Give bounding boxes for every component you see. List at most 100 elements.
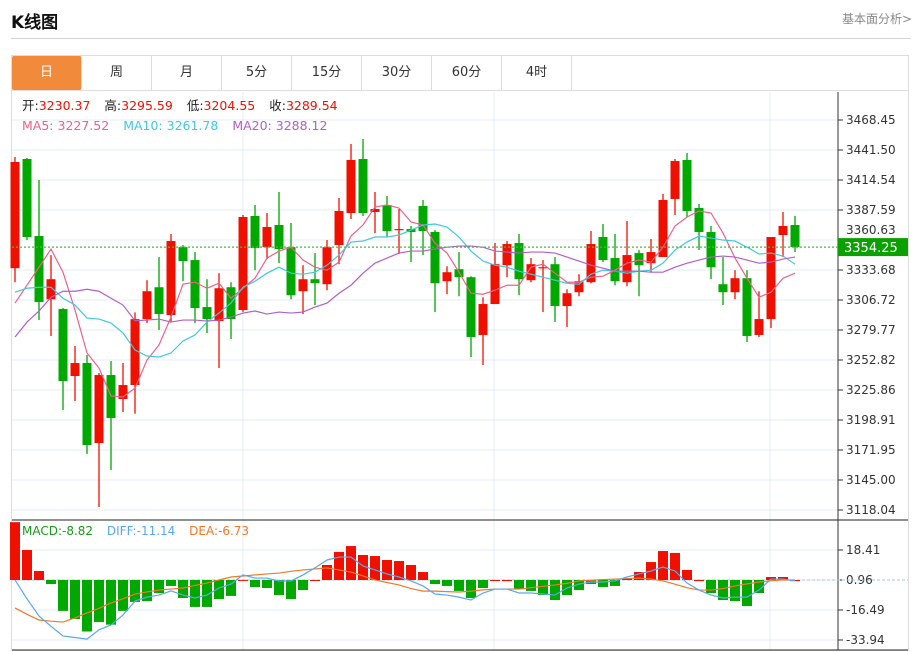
candle	[466, 276, 476, 358]
macd-bar	[526, 580, 536, 591]
candle-body	[34, 236, 44, 303]
ma20-line	[14, 245, 796, 338]
candle-body	[514, 243, 524, 280]
candle-body	[598, 237, 608, 261]
macd-bar	[466, 580, 476, 598]
candle-body	[190, 260, 200, 309]
macd-bar	[754, 580, 764, 593]
candle	[622, 221, 632, 287]
candle	[790, 215, 800, 253]
macd-bar	[70, 580, 80, 619]
candle	[670, 159, 680, 215]
candle-body	[382, 204, 392, 232]
candle	[106, 361, 116, 470]
candle	[82, 354, 92, 454]
price-tick-label: 3468.45	[846, 113, 896, 127]
tab-5min[interactable]: 5分	[222, 56, 292, 90]
candle-body	[298, 279, 308, 292]
price-tick-label: 3225.86	[846, 383, 896, 397]
tab-4hour[interactable]: 4时	[502, 56, 572, 90]
candle	[310, 253, 320, 306]
candle-body	[730, 278, 740, 293]
high-value: 3295.59	[121, 98, 173, 113]
candle	[358, 138, 368, 216]
macd-bar	[310, 580, 320, 581]
macd-bar	[154, 580, 164, 593]
candle-body	[166, 241, 176, 316]
macd-bar	[142, 580, 152, 602]
candle	[130, 312, 140, 414]
candle	[142, 280, 152, 324]
macd-bar	[190, 580, 200, 607]
ma-legend: MA5: 3227.52 MA10: 3261.78 MA20: 3288.12	[22, 117, 327, 134]
macd-label: MACD:	[22, 524, 63, 538]
ma5-value: 3227.52	[57, 118, 110, 133]
macd-tick-label: -16.49	[846, 603, 885, 617]
ma5-label: MA5:	[22, 118, 54, 133]
price-tick-label: 3279.77	[846, 323, 896, 337]
tab-day[interactable]: 日	[12, 56, 82, 90]
header-divider	[11, 38, 911, 39]
period-tabs: 日 周 月 5分 15分 30分 60分 4时	[11, 55, 909, 91]
candle-body	[274, 225, 284, 250]
dea-label: DEA:	[189, 524, 218, 538]
candle-body	[466, 277, 476, 337]
price-tick-label: 3252.82	[846, 353, 896, 367]
ma20-label: MA20:	[232, 118, 272, 133]
macd-bar	[682, 569, 692, 580]
macd-bar	[262, 580, 272, 589]
macd-histogram	[10, 522, 800, 632]
tab-30min[interactable]: 30分	[362, 56, 432, 90]
macd-bar	[34, 570, 44, 580]
candle-body	[766, 237, 776, 320]
candle	[118, 363, 128, 412]
candle	[778, 211, 788, 258]
macd-bar	[22, 550, 32, 580]
macd-bar	[478, 580, 488, 589]
candle	[298, 265, 308, 315]
candle	[490, 243, 500, 305]
candle-body	[646, 252, 656, 264]
tab-60min[interactable]: 60分	[432, 56, 502, 90]
candle	[526, 258, 536, 283]
price-tick-label: 3145.00	[846, 473, 896, 487]
macd-bar	[334, 551, 344, 580]
page-title: K线图	[11, 13, 59, 33]
candle-body	[442, 272, 452, 282]
fundamental-analysis-link[interactable]: 基本面分析>	[841, 12, 912, 26]
candle-body	[526, 264, 536, 281]
ma10-line	[14, 223, 796, 358]
macd-legend: MACD:-8.82 DIFF:-11.14 DEA:-6.73	[22, 523, 249, 539]
macd-bar	[718, 580, 728, 601]
candle-body	[550, 264, 560, 307]
macd-tick-label: -33.94	[846, 633, 885, 647]
tab-month[interactable]: 月	[152, 56, 222, 90]
open-label: 开:	[22, 98, 39, 113]
candle	[502, 241, 512, 278]
candle	[646, 239, 656, 273]
macd-bar	[166, 580, 176, 586]
candle-body	[502, 244, 512, 266]
last-price-label: 3354.25	[844, 241, 898, 256]
last-price-badge	[838, 238, 908, 257]
tab-15min[interactable]: 15分	[292, 56, 362, 90]
price-tick-label: 3360.63	[846, 223, 896, 237]
candle-body	[490, 264, 500, 305]
candle-body	[658, 199, 668, 258]
close-label: 收:	[269, 98, 286, 113]
open-value: 3230.37	[38, 98, 91, 113]
candle-body	[46, 279, 56, 300]
candle	[166, 234, 176, 323]
candle	[346, 143, 356, 219]
candle	[286, 223, 296, 300]
macd-bar	[538, 580, 548, 596]
dea-line	[14, 567, 796, 623]
macd-bar	[490, 580, 500, 581]
candle-body	[670, 161, 680, 199]
candle	[586, 231, 596, 284]
macd-bar	[394, 561, 404, 580]
macd-bar	[550, 580, 560, 601]
tab-week[interactable]: 周	[82, 56, 152, 90]
candle	[682, 152, 692, 217]
